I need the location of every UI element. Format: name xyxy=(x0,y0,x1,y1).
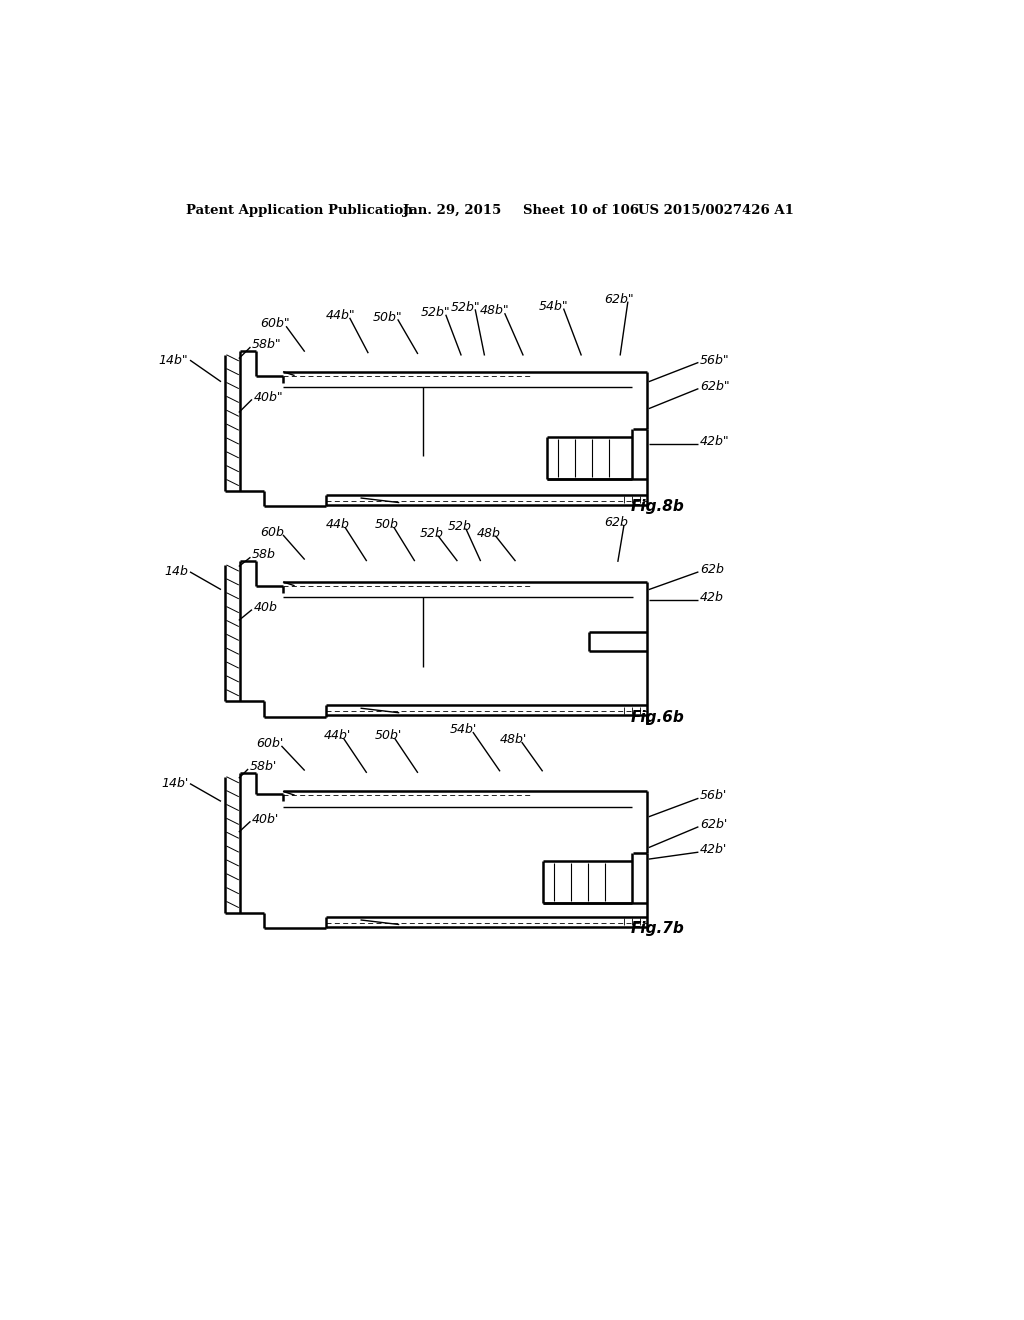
Text: 54b': 54b' xyxy=(450,723,477,737)
Text: 14b': 14b' xyxy=(161,777,188,791)
Text: 62b": 62b" xyxy=(604,293,634,306)
Text: 40b": 40b" xyxy=(254,391,284,404)
Text: 42b': 42b' xyxy=(700,843,727,857)
Text: 44b": 44b" xyxy=(326,309,355,322)
Text: 58b: 58b xyxy=(252,548,275,561)
Text: 56b": 56b" xyxy=(700,354,729,367)
Text: 48b': 48b' xyxy=(500,733,527,746)
Text: 50b': 50b' xyxy=(375,730,401,742)
Text: 60b": 60b" xyxy=(260,317,290,330)
Text: 62b: 62b xyxy=(604,516,629,529)
Text: Fig.7b: Fig.7b xyxy=(630,921,684,936)
Text: Fig.6b: Fig.6b xyxy=(630,710,684,725)
Text: 52b: 52b xyxy=(447,520,471,533)
Text: US 2015/0027426 A1: US 2015/0027426 A1 xyxy=(638,205,794,218)
Text: 42b": 42b" xyxy=(700,436,729,449)
Text: 60b: 60b xyxy=(260,527,284,539)
Text: 52b": 52b" xyxy=(451,301,480,314)
Text: 58b": 58b" xyxy=(252,338,282,351)
Text: Jan. 29, 2015: Jan. 29, 2015 xyxy=(403,205,502,218)
Text: Sheet 10 of 106: Sheet 10 of 106 xyxy=(523,205,639,218)
Text: 48b": 48b" xyxy=(480,305,510,317)
Text: 48b: 48b xyxy=(477,527,501,540)
Text: 56b': 56b' xyxy=(700,789,727,803)
Text: 58b': 58b' xyxy=(250,760,276,774)
Text: 62b': 62b' xyxy=(700,818,727,832)
Text: 44b': 44b' xyxy=(324,730,350,742)
Text: 52b: 52b xyxy=(420,527,443,540)
Text: 40b': 40b' xyxy=(252,813,280,825)
Text: Patent Application Publication: Patent Application Publication xyxy=(186,205,413,218)
Text: 14b": 14b" xyxy=(159,354,188,367)
Text: 54b": 54b" xyxy=(539,300,568,313)
Text: 62b": 62b" xyxy=(700,380,729,393)
Text: 44b: 44b xyxy=(326,519,349,532)
Text: 52b": 52b" xyxy=(421,306,451,319)
Text: 62b: 62b xyxy=(700,564,724,576)
Text: 40b: 40b xyxy=(254,601,278,614)
Text: 42b: 42b xyxy=(700,591,724,603)
Text: 60b': 60b' xyxy=(257,737,284,750)
Text: 14b: 14b xyxy=(165,565,188,578)
Text: 50b": 50b" xyxy=(373,310,402,323)
Text: Fig.8b: Fig.8b xyxy=(630,499,684,513)
Text: 50b: 50b xyxy=(375,519,398,532)
